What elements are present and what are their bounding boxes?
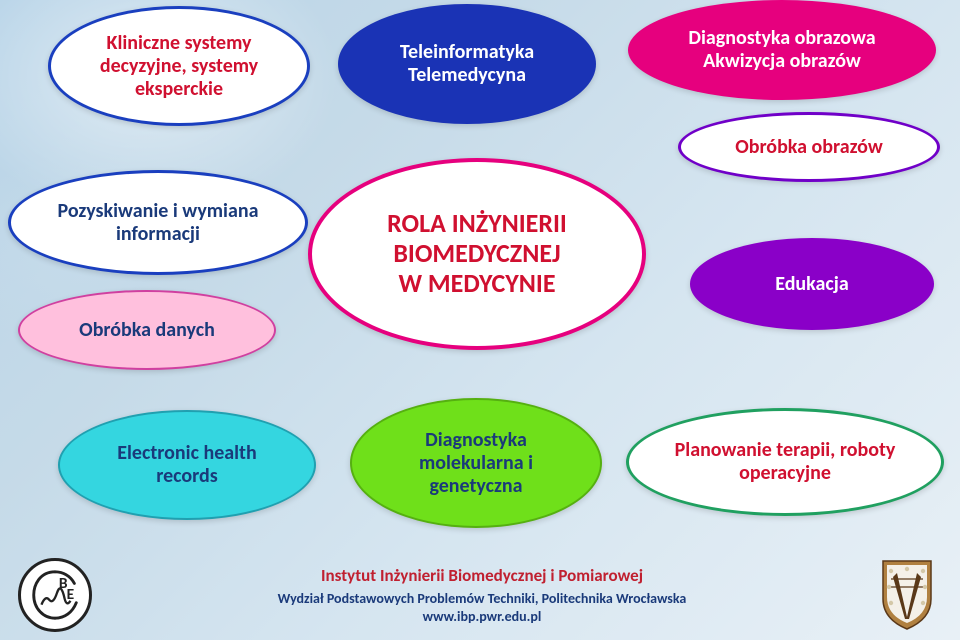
node-poz: Pozyskiwanie i wymianainformacji xyxy=(8,170,308,275)
node-ehr: Electronic healthrecords xyxy=(58,410,316,520)
footer-dept-line: Wydział Podstawowych Problemów Techniki,… xyxy=(278,590,687,607)
node-rola: ROLA INŻYNIERIIBIOMEDYCZNEJW MEDYCYNIE xyxy=(308,158,646,350)
svg-text:E: E xyxy=(67,585,75,604)
footer-institute: Instytut Inżynierii Biomedycznej i Pomia… xyxy=(92,565,872,586)
footer: B E Instytut Inżynierii Biomedycznej i P… xyxy=(0,548,960,640)
node-diag: Diagnostyka obrazowaAkwizycja obrazów xyxy=(628,0,936,100)
node-eduk: Edukacja xyxy=(690,238,934,330)
footer-url: www.ibp.pwr.edu.pl xyxy=(423,608,542,625)
logo-right xyxy=(872,551,942,639)
node-plan: Planowanie terapii, robotyoperacyjne xyxy=(626,408,944,516)
node-tele: TeleinformatykaTelemedycyna xyxy=(338,4,596,124)
node-dan: Obróbka danych xyxy=(18,290,276,370)
footer-department: Wydział Podstawowych Problemów Techniki,… xyxy=(92,590,872,625)
node-klin: Kliniczne systemydecyzyjne, systemyekspe… xyxy=(48,6,310,126)
logo-left: B E xyxy=(18,558,92,632)
node-obr: Obróbka obrazów xyxy=(678,112,940,182)
node-mol: Diagnostykamolekularna igenetyczna xyxy=(350,398,602,528)
footer-text: Instytut Inżynierii Biomedycznej i Pomia… xyxy=(92,565,872,625)
